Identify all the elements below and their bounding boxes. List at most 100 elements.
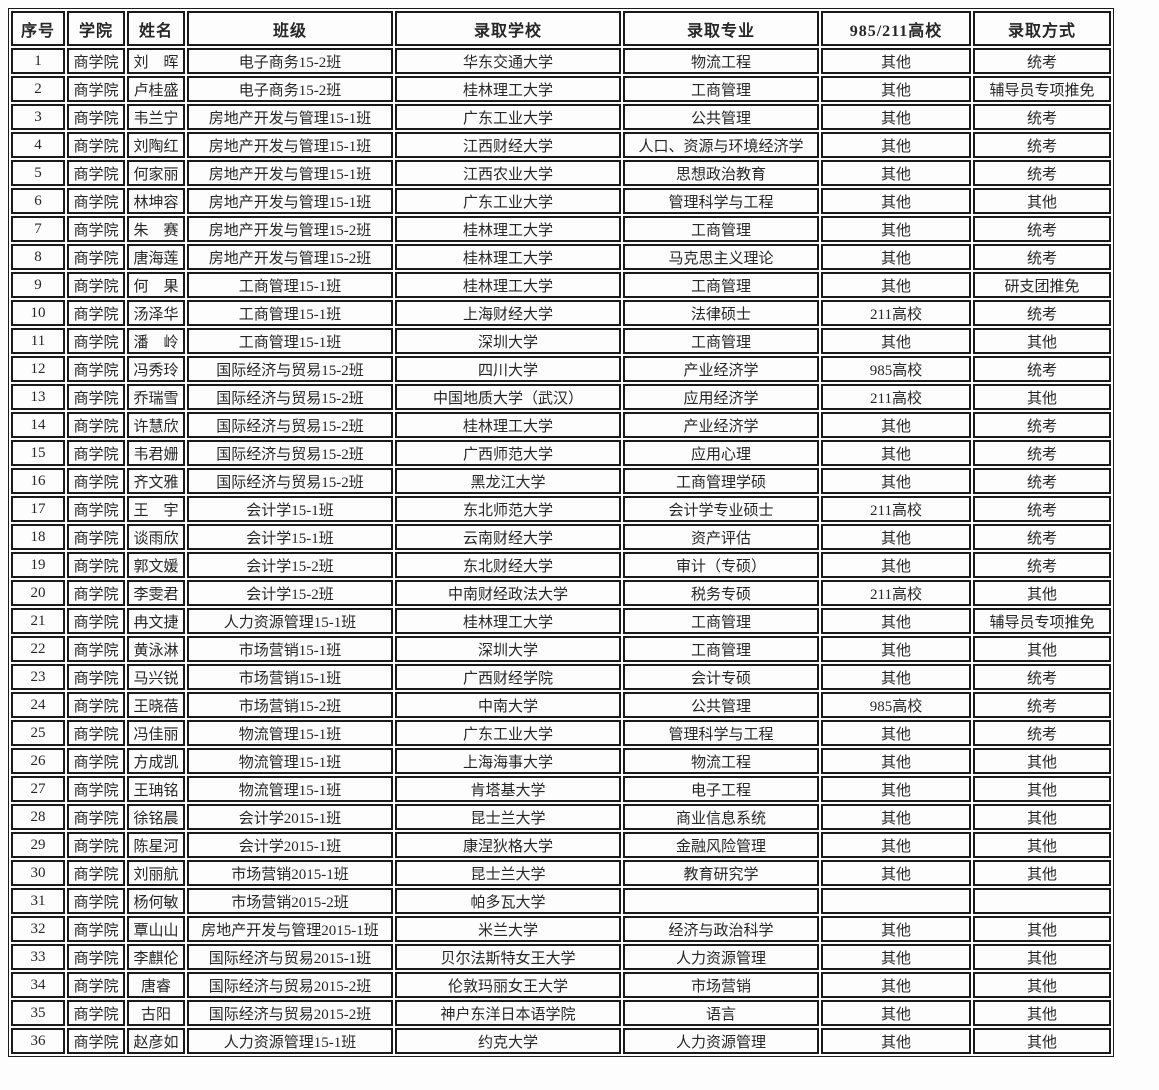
table-cell: 房地产开发与管理15-1班 — [187, 104, 393, 130]
table-cell: 物流工程 — [623, 748, 819, 774]
table-cell: 神户东洋日本语学院 — [395, 1000, 621, 1026]
table-row: 25 商学院 冯佳丽 物流管理15-1班 广东工业大学 管理科学与工程 其他 统考 — [11, 720, 1111, 746]
table-cell: 汤泽华 — [127, 300, 185, 326]
table-cell: 30 — [11, 860, 65, 886]
table-cell: 21 — [11, 608, 65, 634]
table-cell: 18 — [11, 524, 65, 550]
table-row: 23 商学院 马兴锐 市场营销15-1班 广西财经学院 会计专硕 其他 统考 — [11, 664, 1111, 690]
header-row: 序号 学院 姓名 班级 录取学校 录取专业 985/211高校 录取方式 — [11, 11, 1111, 46]
table-cell: 潘 岭 — [127, 328, 185, 354]
table-cell: 其他 — [973, 832, 1111, 858]
table-cell: 其他 — [821, 440, 971, 466]
table-cell: 33 — [11, 944, 65, 970]
table-cell: 肯塔基大学 — [395, 776, 621, 802]
table-cell: 林坤容 — [127, 188, 185, 214]
table-row: 16 商学院 齐文雅 国际经济与贸易15-2班 黑龙江大学 工商管理学硕 其他 统考 — [11, 468, 1111, 494]
table-cell: 商学院 — [67, 916, 125, 942]
table-cell: 商学院 — [67, 300, 125, 326]
table-cell: 其他 — [821, 748, 971, 774]
table-cell: 语言 — [623, 1000, 819, 1026]
table-cell: 其他 — [973, 916, 1111, 942]
table-cell: 朱 赛 — [127, 216, 185, 242]
table-cell: 其他 — [821, 1028, 971, 1054]
table-cell: 统考 — [973, 440, 1111, 466]
table-cell: 教育研究学 — [623, 860, 819, 886]
table-cell: 桂林理工大学 — [395, 76, 621, 102]
table-row: 35 商学院 古阳 国际经济与贸易2015-2班 神户东洋日本语学院 语言 其他 其他 — [11, 1000, 1111, 1026]
table-cell: 5 — [11, 160, 65, 186]
table-cell: 商学院 — [67, 104, 125, 130]
table-cell: 东北财经大学 — [395, 552, 621, 578]
table-row: 9 商学院何 果工商管理15-1班 桂林理工大学 工商管理 其他 研支团推免 — [11, 272, 1111, 298]
table-cell: 物流管理15-1班 — [187, 776, 393, 802]
table-cell: 统考 — [973, 692, 1111, 718]
table-cell: 211高校 — [821, 496, 971, 522]
table-cell: 人力资源管理 — [623, 944, 819, 970]
table-cell: 其他 — [821, 636, 971, 662]
table-row: 15 商学院 韦君姗 国际经济与贸易15-2班 广西师范大学 应用心理 其他 统考 — [11, 440, 1111, 466]
table-cell: 6 — [11, 188, 65, 214]
table-cell: 其他 — [973, 636, 1111, 662]
table-cell: 工商管理学硕 — [623, 468, 819, 494]
table-cell: 郭文媛 — [127, 552, 185, 578]
table-cell: 中南财经政法大学 — [395, 580, 621, 606]
table-cell: 统考 — [973, 664, 1111, 690]
table-cell: 会计学15-2班 — [187, 552, 393, 578]
table-cell: 23 — [11, 664, 65, 690]
table-row: 7 商学院朱 赛房地产开发与管理15-2班 桂林理工大学 工商管理 其他 统考 — [11, 216, 1111, 242]
table-row: 5 商学院 何家丽 房地产开发与管理15-1班 江西农业大学 思想政治教育 其他 统考 — [11, 160, 1111, 186]
table-cell: 其他 — [821, 972, 971, 998]
table-row: 24 商学院 王晓蓓 市场营销15-2班 中南大学 公共管理 985高校 统考 — [11, 692, 1111, 718]
table-cell: 3 — [11, 104, 65, 130]
table-cell: 985高校 — [821, 692, 971, 718]
table-cell: 13 — [11, 384, 65, 410]
table-cell: 广西财经学院 — [395, 664, 621, 690]
table-cell: 其他 — [821, 776, 971, 802]
table-cell: 商学院 — [67, 1000, 125, 1026]
table-cell — [973, 888, 1111, 914]
table-cell: 伦敦玛丽女王大学 — [395, 972, 621, 998]
table-cell: 27 — [11, 776, 65, 802]
table-cell: 商学院 — [67, 412, 125, 438]
table-cell: 17 — [11, 496, 65, 522]
table-cell: 商学院 — [67, 524, 125, 550]
table-row: 34 商学院 唐睿 国际经济与贸易2015-2班 伦敦玛丽女王大学 市场营销 其他 其他 — [11, 972, 1111, 998]
table-cell: 工商管理15-1班 — [187, 300, 393, 326]
table-cell: 赵彦如 — [127, 1028, 185, 1054]
table-cell: 会计学专业硕士 — [623, 496, 819, 522]
table-cell: 工商管理15-1班 — [187, 272, 393, 298]
table-cell: 王晓蓓 — [127, 692, 185, 718]
table-cell: 人力资源管理15-1班 — [187, 608, 393, 634]
table-cell: 34 — [11, 972, 65, 998]
table-cell: 其他 — [821, 524, 971, 550]
column-header: 学院 — [67, 11, 125, 46]
table-cell: 思想政治教育 — [623, 160, 819, 186]
table-cell: 商学院 — [67, 692, 125, 718]
table-cell: 物流工程 — [623, 48, 819, 74]
table-cell: 桂林理工大学 — [395, 608, 621, 634]
table-cell: 云南财经大学 — [395, 524, 621, 550]
table-row: 19 商学院 郭文媛 会计学15-2班 东北财经大学 审计（专硕） 其他 统考 — [11, 552, 1111, 578]
table-cell: 商学院 — [67, 468, 125, 494]
table-cell: 36 — [11, 1028, 65, 1054]
table-cell: 桂林理工大学 — [395, 272, 621, 298]
table-row: 31 商学院 杨何敏 市场营销2015-2班 帕多瓦大学 — [11, 888, 1111, 914]
table-cell: 应用经济学 — [623, 384, 819, 410]
table-cell: 中国地质大学（武汉） — [395, 384, 621, 410]
table-cell: 深圳大学 — [395, 636, 621, 662]
table-cell: 国际经济与贸易2015-2班 — [187, 1000, 393, 1026]
column-header: 录取学校 — [395, 11, 621, 46]
table-cell: 其他 — [821, 132, 971, 158]
table-cell: 商学院 — [67, 1028, 125, 1054]
table-cell — [623, 888, 819, 914]
table-cell: 10 — [11, 300, 65, 326]
table-cell: 房地产开发与管理15-1班 — [187, 160, 393, 186]
table-cell: 商学院 — [67, 76, 125, 102]
table-cell: 国际经济与贸易2015-1班 — [187, 944, 393, 970]
table-row: 11 商学院潘 岭工商管理15-1班 深圳大学 工商管理 其他 其他 — [11, 328, 1111, 354]
table-cell: 商学院 — [67, 664, 125, 690]
table-cell: 工商管理 — [623, 608, 819, 634]
table-cell: 商学院 — [67, 776, 125, 802]
table-cell: 其他 — [973, 188, 1111, 214]
table-cell: 其他 — [973, 580, 1111, 606]
